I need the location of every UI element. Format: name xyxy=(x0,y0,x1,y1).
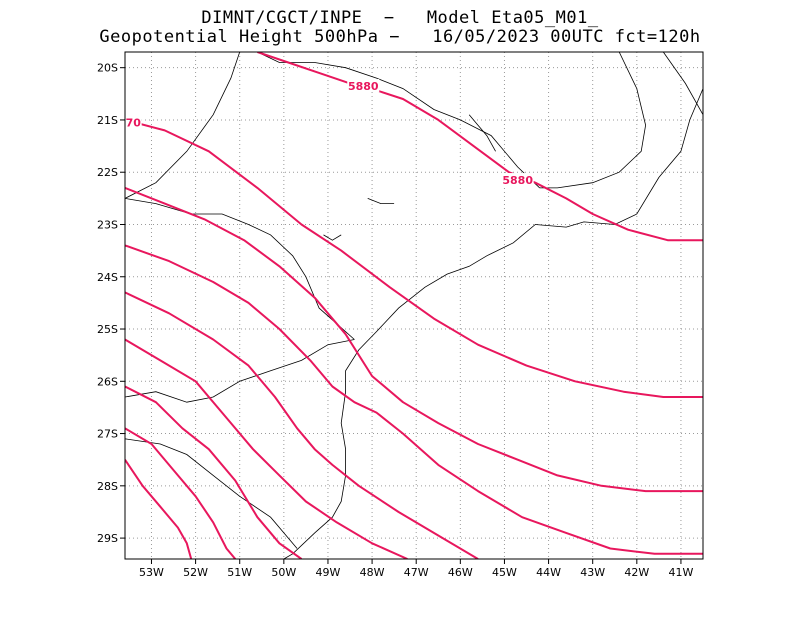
y-tick-label: 27S xyxy=(97,428,118,441)
x-tick-label: 43W xyxy=(580,566,605,579)
y-tick-label: 20S xyxy=(97,62,118,75)
x-tick-label: 44W xyxy=(536,566,561,579)
y-tick-label: 21S xyxy=(97,114,118,127)
x-tick-label: 48W xyxy=(360,566,385,579)
chart-title-line-1: DIMNT/CGCT/INPE − Model Eta05_M01_ xyxy=(201,8,599,28)
state-border-1 xyxy=(125,339,355,403)
reservoir-1 xyxy=(468,114,496,152)
state-border-6 xyxy=(539,52,647,189)
reservoir-3 xyxy=(367,198,395,204)
x-tick-label: 42W xyxy=(624,566,649,579)
x-tick-label: 45W xyxy=(492,566,517,579)
x-tick-label: 53W xyxy=(139,566,164,579)
state-border-5 xyxy=(125,52,241,199)
x-tick-label: 47W xyxy=(404,566,429,579)
y-tick-label: 24S xyxy=(97,271,118,284)
contour-line xyxy=(125,186,703,493)
contour-label-bg xyxy=(501,173,534,187)
x-tick-label: 51W xyxy=(227,566,252,579)
contour-line xyxy=(125,385,303,559)
coastline-layer xyxy=(125,52,703,559)
reservoir-2 xyxy=(323,234,342,241)
state-border-3 xyxy=(125,198,355,340)
contour-line xyxy=(125,244,703,555)
contour-layer xyxy=(125,52,703,559)
contour-line xyxy=(125,427,237,559)
x-tick-label: 49W xyxy=(316,566,341,579)
y-tick-label: 26S xyxy=(97,375,118,388)
atlantic-coast xyxy=(283,88,703,559)
chart-title-line-2: Geopotential Height 500hPa − 16/05/2023 … xyxy=(99,27,701,47)
state-border-4 xyxy=(257,52,540,189)
x-tick-label: 50W xyxy=(271,566,296,579)
state-border-2 xyxy=(125,438,298,549)
x-tick-label: 41W xyxy=(669,566,694,579)
x-tick-label: 46W xyxy=(448,566,473,579)
contour-label-bg xyxy=(347,78,380,92)
contour-line xyxy=(125,291,479,559)
contour-label: 5880 xyxy=(502,174,533,187)
contour-line xyxy=(125,118,703,398)
y-tick-label: 29S xyxy=(97,532,118,545)
contour-line xyxy=(125,338,408,559)
state-border-7 xyxy=(662,52,703,115)
y-tick-label: 22S xyxy=(97,166,118,179)
y-tick-label: 23S xyxy=(97,218,118,231)
contour-line xyxy=(362,85,703,242)
contour-label-bg xyxy=(125,115,142,129)
y-tick-label: 25S xyxy=(97,323,118,336)
axis-ticks: 53W 52W 51W 50W 49W 48W 47W 46W 45W 44W 43W 42W 41W 2… xyxy=(97,62,693,579)
x-tick-label: 52W xyxy=(183,566,208,579)
contour-label: 870 xyxy=(118,117,141,130)
y-tick-label: 28S xyxy=(97,480,118,493)
contour-label: 5880 xyxy=(348,80,379,93)
contour-label-layer: 5880 5880 870 xyxy=(118,78,534,187)
contour-line xyxy=(125,459,193,559)
plot-frame xyxy=(124,51,704,560)
